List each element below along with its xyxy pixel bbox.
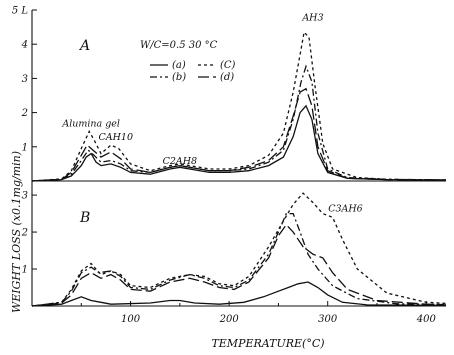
y-tick-label: 2	[21, 108, 28, 119]
x-tick-label: 400	[416, 314, 437, 325]
peak-annotation: C3AH6	[328, 204, 363, 215]
legend-label: (C)	[220, 60, 236, 71]
legend-label: (d)	[220, 72, 234, 83]
y-tick-label: 4	[21, 40, 28, 51]
y-axis-label: WEIGHT LOSS (x0.1mg/min)	[10, 151, 23, 313]
peak-annotation: Alumina gel	[61, 118, 120, 129]
panel-b-curve-c	[31, 192, 447, 307]
y-tick-label: 3	[22, 74, 28, 85]
panel-a-curve-a	[31, 104, 447, 182]
y-tick-label: 1	[22, 265, 28, 276]
peak-annotation: CAH10	[99, 132, 134, 143]
panel-b-curve-d	[31, 223, 447, 307]
legend: (a)(b) (C)(d)	[150, 60, 236, 83]
panel-b-label: B	[79, 210, 90, 226]
axis-ticks: 100 200 300 400 1 2 3 4 5 L 1 2 3	[12, 6, 437, 326]
peak-annotation: AH3	[301, 12, 323, 23]
x-tick-label: 100	[121, 314, 141, 325]
panel-a-label: A	[78, 38, 90, 54]
y-tick-label: 3	[22, 191, 28, 202]
labels-layer: Alumina gel CAH10 C2AH8 AH3 C3AH6	[61, 12, 362, 214]
panel-a-curve-c	[31, 30, 447, 182]
y-tick-label: 1	[22, 142, 28, 153]
panel-b-curve-b	[31, 212, 447, 307]
legend-label: (b)	[172, 72, 186, 83]
x-tick-label: 200	[219, 314, 240, 325]
y-tick-label: 2	[21, 228, 28, 239]
y-tick-label: 5 L	[12, 6, 29, 17]
x-axis-label: TEMPERATURE(°C)	[211, 337, 324, 350]
curves-layer	[31, 30, 447, 307]
peak-annotation: C2AH8	[163, 156, 198, 167]
condition-label: W/C=0.5 30 °C	[140, 40, 218, 51]
legend-label: (a)	[172, 60, 186, 71]
x-tick-label: 300	[318, 314, 338, 325]
panel-b-curve-a	[31, 281, 447, 307]
panel-a-curve-d	[31, 87, 447, 182]
